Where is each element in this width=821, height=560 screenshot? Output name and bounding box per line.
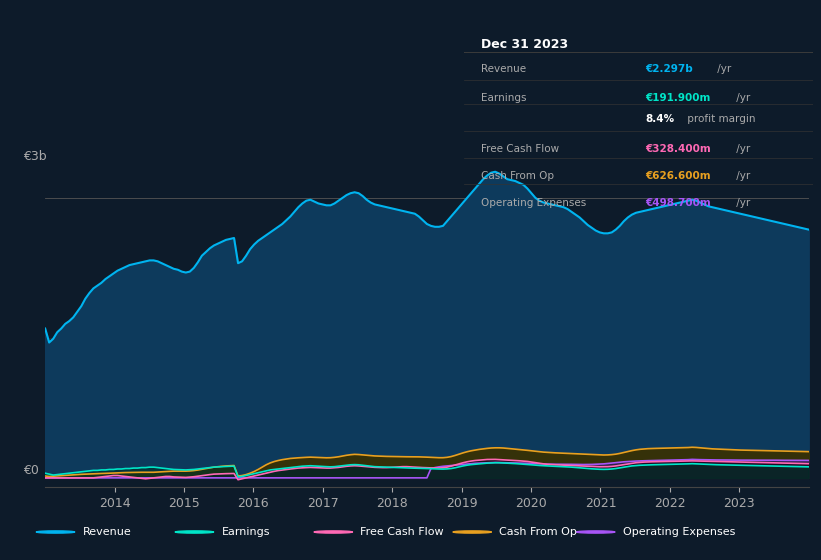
- Text: Free Cash Flow: Free Cash Flow: [481, 144, 559, 154]
- Text: Revenue: Revenue: [83, 527, 131, 537]
- Text: Dec 31 2023: Dec 31 2023: [481, 38, 568, 50]
- Text: 8.4%: 8.4%: [645, 114, 674, 124]
- Text: /yr: /yr: [733, 198, 750, 208]
- Text: €3b: €3b: [23, 150, 47, 164]
- Circle shape: [453, 531, 492, 533]
- Text: /yr: /yr: [733, 171, 750, 181]
- Text: €328.400m: €328.400m: [645, 144, 711, 154]
- Text: €626.600m: €626.600m: [645, 171, 711, 181]
- Circle shape: [314, 531, 353, 533]
- Text: Operating Expenses: Operating Expenses: [481, 198, 586, 208]
- Circle shape: [576, 531, 615, 533]
- Text: €0: €0: [23, 464, 39, 477]
- Text: /yr: /yr: [733, 144, 750, 154]
- Text: Cash From Op: Cash From Op: [481, 171, 554, 181]
- Text: €191.900m: €191.900m: [645, 93, 711, 103]
- Circle shape: [175, 531, 213, 533]
- Text: /yr: /yr: [733, 93, 750, 103]
- Circle shape: [36, 531, 75, 533]
- Text: €2.297b: €2.297b: [645, 64, 693, 74]
- Text: €498.700m: €498.700m: [645, 198, 711, 208]
- Text: Revenue: Revenue: [481, 64, 526, 74]
- Text: Earnings: Earnings: [481, 93, 527, 103]
- Text: Cash From Op: Cash From Op: [499, 527, 577, 537]
- Text: profit margin: profit margin: [685, 114, 756, 124]
- Text: /yr: /yr: [713, 64, 731, 74]
- Text: Earnings: Earnings: [222, 527, 270, 537]
- Text: Operating Expenses: Operating Expenses: [623, 527, 735, 537]
- Text: Free Cash Flow: Free Cash Flow: [360, 527, 444, 537]
